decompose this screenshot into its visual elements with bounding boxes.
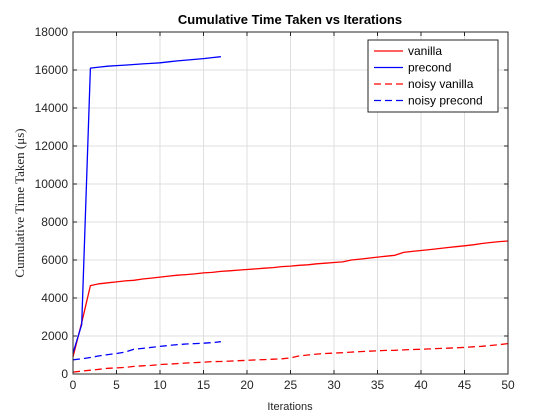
y-tick-label: 14000	[35, 101, 69, 115]
y-tick-label: 18000	[35, 25, 69, 39]
series-line-noisy-precond	[72, 341, 221, 361]
x-tick-label: 50	[501, 378, 515, 392]
legend: vanilla precond noisy vanilla noisy precond	[367, 39, 499, 113]
x-tick-label: 35	[371, 378, 385, 392]
legend-label: vanilla	[408, 44, 442, 58]
x-tick-label: 25	[284, 378, 298, 392]
series-line-noisy-vanilla	[72, 342, 509, 373]
x-axis-label: Iterations	[267, 401, 313, 413]
y-tick-label: 4000	[41, 291, 68, 305]
legend-label: precond	[408, 61, 451, 75]
series-line-vanilla	[72, 240, 509, 358]
x-tick-label: 45	[458, 378, 472, 392]
y-tick-label: 8000	[41, 215, 68, 229]
x-tick-label: 30	[327, 378, 341, 392]
y-tick-label: 6000	[41, 253, 68, 267]
y-tick-label: 12000	[35, 139, 69, 153]
x-tick-labels: 0 5 10 15 20 25 30 35 40 45 50	[70, 378, 515, 392]
y-tick-label: 16000	[35, 63, 69, 77]
y-tick-labels: 0 2000 4000 6000 8000 10000 12000 14000 16000 180…	[35, 25, 69, 381]
x-tick-label: 5	[113, 378, 120, 392]
x-tick-label: 0	[70, 378, 77, 392]
y-tick-label: 10000	[35, 177, 69, 191]
legend-label: noisy vanilla	[408, 77, 474, 91]
legend-label: noisy precond	[408, 94, 483, 108]
y-axis-label: Cumulative Time Taken (μs)	[12, 128, 27, 277]
x-tick-label: 10	[153, 378, 167, 392]
y-tick-label: 0	[61, 367, 68, 381]
x-tick-label: 15	[197, 378, 211, 392]
series-line-precond	[72, 56, 221, 354]
tick-marks	[72, 31, 509, 375]
chart-title: Cumulative Time Taken vs Iterations	[178, 12, 402, 27]
y-tick-label: 2000	[41, 329, 68, 343]
x-tick-label: 40	[414, 378, 428, 392]
x-tick-label: 20	[240, 378, 254, 392]
series-layer	[72, 56, 509, 373]
